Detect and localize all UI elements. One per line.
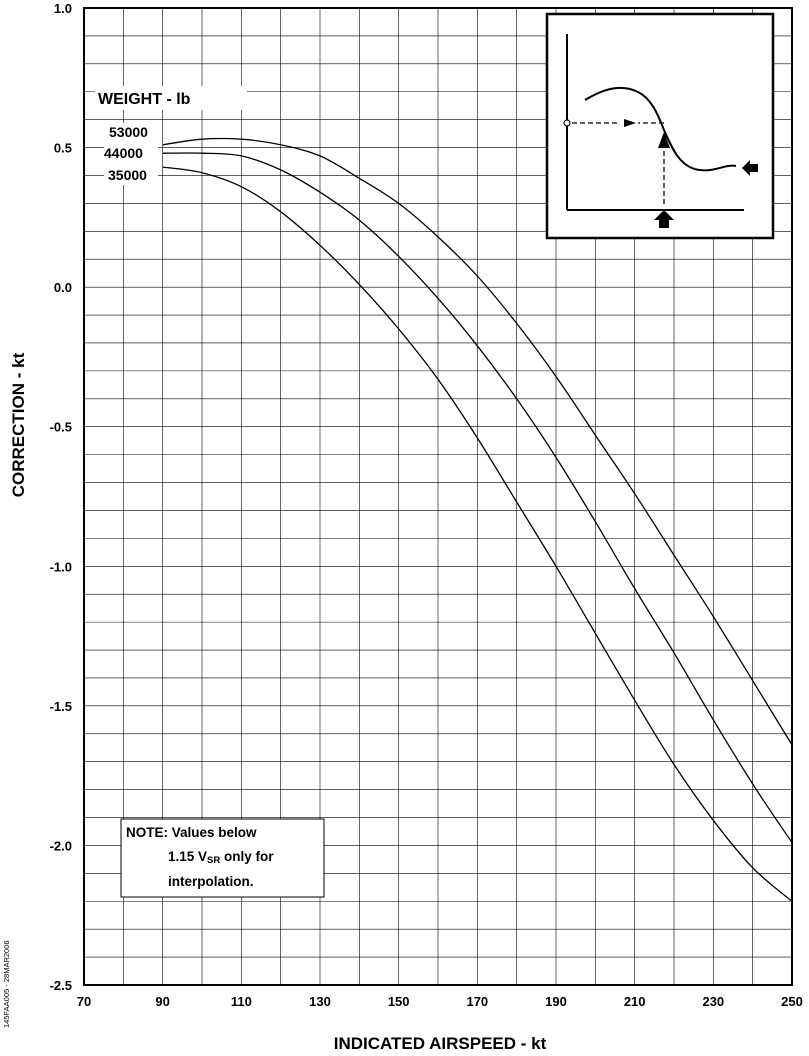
x-tick-label: 150 [388,994,410,1009]
x-axis-title: INDICATED AIRSPEED - kt [334,1034,547,1053]
curve-labels-box [104,123,158,185]
y-tick-label: 0.5 [54,141,72,156]
x-tick-label: 230 [702,994,724,1009]
series-line-53000 [162,137,793,746]
y-tick-labels: 1.0 0.5 0.0 -0.5 -1.0 -1.5 -2.0 -2.5 [50,1,72,993]
x-tick-label: 70 [77,994,91,1009]
note-line-3: interpolation. [168,874,254,889]
note-box: NOTE: Values below 1.15 VSR only for int… [120,818,325,898]
y-tick-label: 1.0 [54,1,72,16]
y-tick-label: -1.5 [50,699,72,714]
x-tick-label: 190 [545,994,567,1009]
note-line-2: 1.15 VSR only for [168,849,274,866]
series-label-44000: 44000 [104,145,143,161]
series-line-44000 [162,152,793,843]
legend-title-box [95,86,247,110]
arrow-up-input-icon [654,210,674,228]
x-tick-label: 90 [155,994,169,1009]
side-identifier: 145FAA005 - 28MAR2006 [2,940,11,1028]
arrow-right-input-icon [742,160,758,176]
x-tick-label: 110 [231,994,252,1009]
series-layer [162,137,793,902]
y-axis-title: CORRECTION - kt [9,352,28,497]
x-tick-label: 130 [309,994,331,1009]
series-line-35000 [162,166,793,902]
x-tick-label: 170 [466,994,488,1009]
y-tick-label: -0.5 [50,420,72,435]
y-tick-label: -2.5 [50,978,72,993]
series-label-35000: 35000 [108,167,147,183]
x-tick-label: 250 [781,994,803,1009]
y-tick-label: -2.0 [50,838,72,853]
y-tick-label: 0.0 [54,280,72,295]
x-tick-labels: 70 90 110 130 150 170 190 210 230 250 [77,994,803,1009]
series-label-53000: 53000 [109,124,148,140]
legend-title: WEIGHT - lb [98,91,191,108]
x-tick-label: 210 [624,994,646,1009]
plot-frame [83,7,793,986]
y-tick-label: -1.0 [50,559,72,574]
note-line-1: NOTE: Values below [126,825,257,840]
inset-diagram [545,12,775,240]
